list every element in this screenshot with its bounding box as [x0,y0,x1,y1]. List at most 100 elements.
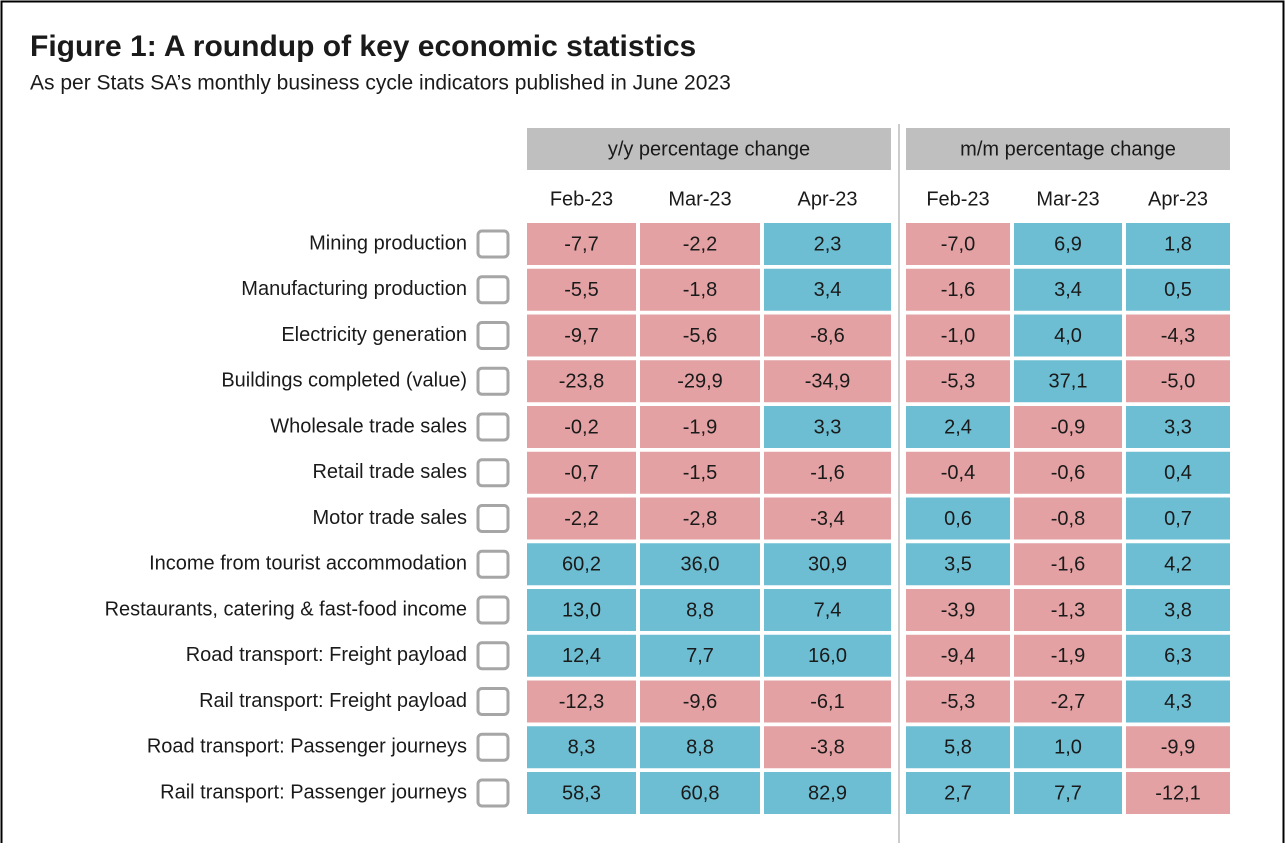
cell-value: 36,0 [681,554,720,576]
cell [906,634,1010,677]
cell-value: -1,3 [1051,599,1085,621]
cell-value: -1,5 [683,462,717,484]
cell [640,223,760,265]
cell [527,726,636,769]
cell-value: -9,6 [683,691,717,713]
cell-value: -5,3 [941,691,975,713]
cell [1014,223,1122,265]
cell-value: -3,9 [941,599,975,621]
row-icon [476,275,510,305]
cell [764,451,891,494]
cell [527,589,636,631]
cell-value: 3,3 [1164,416,1192,438]
cell-value: -1,6 [1051,554,1085,576]
row-label: Road transport: Passenger journeys [147,736,467,758]
cell [640,360,760,403]
row-label: Wholesale trade sales [270,415,467,437]
cell-value: -5,0 [1161,371,1195,393]
cell-value: 0,6 [944,508,972,530]
cell [527,543,636,586]
cell-value: 30,9 [808,554,847,576]
cell-value: 8,3 [568,737,596,759]
cell [527,360,636,403]
cell-value: -2,2 [564,508,598,530]
cell [906,451,1010,494]
row-label: Retail trade sales [312,461,467,483]
subtitle: As per Stats SA’s monthly business cycle… [30,72,731,95]
cell [906,543,1010,586]
cell-value: 60,8 [681,782,720,804]
cell [1126,360,1230,403]
cell [527,497,636,540]
row-icon [476,732,510,762]
cell [1014,268,1122,311]
cell-value: 6,3 [1164,645,1192,667]
cell-value: 7,7 [1054,782,1082,804]
column-header: Feb-23 [926,188,989,210]
row-icon [476,321,510,350]
row-label: Electricity generation [281,324,467,346]
row-icon [476,595,510,625]
cell [527,634,636,677]
cell-value: 0,7 [1164,508,1192,530]
cell-value: -29,9 [677,371,723,393]
row-icon [476,687,510,716]
cell [764,497,891,540]
cell [640,314,760,357]
cell-value: 3,3 [814,416,842,438]
cell [764,223,891,265]
cell [1126,314,1230,357]
group-header-box [906,128,1230,170]
group-header: m/m percentage change [960,138,1176,160]
cell [906,314,1010,357]
cell-value: -12,3 [559,691,605,713]
cell-value: -1,9 [683,416,717,438]
cell-value: 4,2 [1164,554,1192,576]
cell [640,726,760,769]
cell [1126,634,1230,677]
cell [1014,772,1122,814]
cell [527,772,636,814]
cell [1014,360,1122,403]
cell [1014,680,1122,723]
cell-value: -2,8 [683,508,717,530]
cell-value: -4,3 [1161,325,1195,347]
cell-value: -8,6 [810,325,844,347]
cell-value: 12,4 [562,645,601,667]
column-header: Apr-23 [797,188,857,210]
row-label: Manufacturing production [241,278,467,300]
row-icon [476,504,510,533]
cell-value: 2,4 [944,416,972,438]
row-label: Restaurants, catering & fast-food income [105,598,467,620]
cell-value: -1,6 [941,279,975,301]
cell [906,680,1010,723]
cell [1126,726,1230,769]
cell-value: -7,0 [941,233,975,255]
group-header: y/y percentage change [608,138,810,160]
cell-value: 0,4 [1164,462,1192,484]
cell-value: 4,0 [1054,325,1082,347]
cell [1014,589,1122,631]
cell [764,680,891,723]
cell [764,634,891,677]
row-label: Road transport: Freight payload [186,644,467,666]
cell [640,451,760,494]
cell [640,589,760,631]
cell-value: -3,4 [810,508,844,530]
cell-value: 4,3 [1164,691,1192,713]
cell-value: -1,0 [941,325,975,347]
cell [1126,451,1230,494]
cell-value: 1,0 [1054,737,1082,759]
cell-value: -9,4 [941,645,975,667]
cell [1126,497,1230,540]
cell [906,223,1010,265]
cell-value: -6,1 [810,691,844,713]
cell [527,451,636,494]
cell-value: -0,9 [1051,416,1085,438]
title: Figure 1: A roundup of key economic stat… [30,30,696,63]
cell [1126,268,1230,311]
cell-value: 2,3 [814,233,842,255]
cell [1126,589,1230,631]
